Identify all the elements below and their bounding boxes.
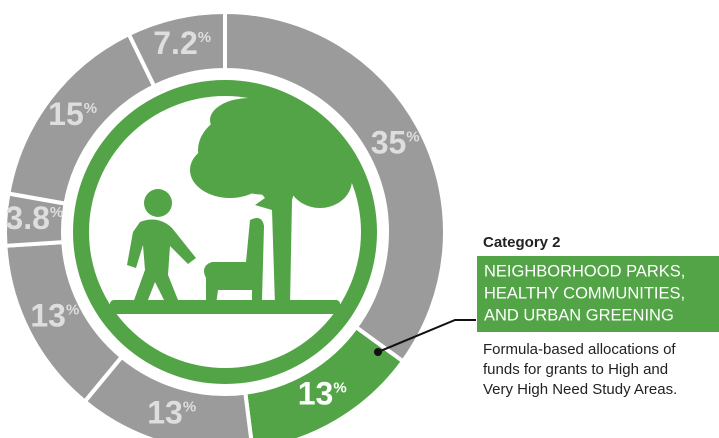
callout-heading: HEALTHY COMMUNITIES,: [484, 284, 685, 302]
callout-description: funds for grants to High and: [483, 361, 668, 378]
chart: 35%13%13%13%3.8%15%7.2% Category 2 NEIGH…: [0, 0, 719, 438]
callout-heading: NEIGHBORHOOD PARKS,: [484, 262, 685, 280]
callout-dot: [374, 348, 382, 356]
callout-heading: AND URBAN GREENING: [484, 306, 674, 324]
callout-description: Formula-based allocations of: [483, 341, 676, 358]
callout-title: Category 2: [483, 234, 561, 251]
callout-description: Very High Need Study Areas.: [483, 381, 677, 398]
